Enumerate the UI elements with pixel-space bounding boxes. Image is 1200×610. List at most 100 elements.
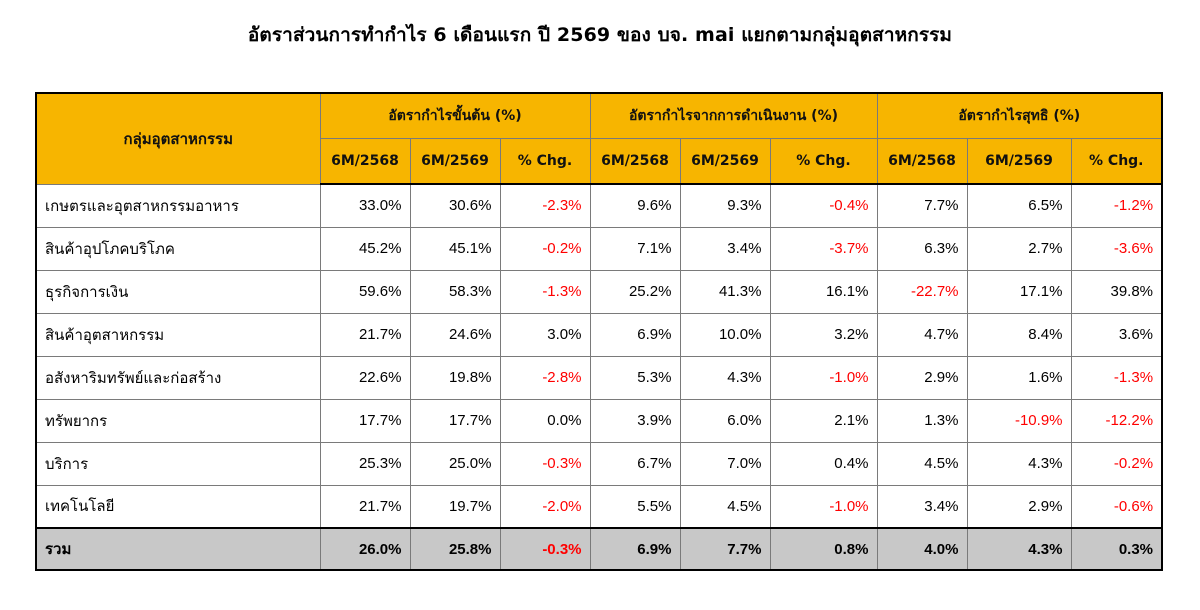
total-label: รวม — [35, 527, 321, 571]
subheader-change: % Chg. — [1070, 137, 1163, 185]
page-title: อัตราส่วนการทำกำไร 6 เดือนแรก ปี 2569 ขอ… — [247, 24, 953, 46]
value-cell: 19.8% — [409, 355, 501, 400]
value-cell: 4.0% — [876, 527, 968, 571]
change-cell: -1.0% — [769, 355, 878, 400]
value-cell: -22.7% — [876, 269, 968, 314]
value-cell: 30.6% — [409, 183, 501, 228]
sub-header-row: 6M/2568 6M/2569 % Chg. 6M/2568 6M/2569 %… — [36, 137, 1163, 185]
change-cell: 39.8% — [1070, 269, 1163, 314]
change-cell: -0.2% — [499, 226, 591, 271]
value-cell: 1.6% — [966, 355, 1072, 400]
value-cell: 7.0% — [679, 441, 771, 486]
value-cell: 6.9% — [589, 527, 681, 571]
change-cell: -0.2% — [1070, 441, 1163, 486]
value-cell: 21.7% — [319, 484, 411, 529]
value-cell: 7.7% — [876, 183, 968, 228]
change-cell: 2.1% — [769, 398, 878, 443]
operating-margin-group-header: อัตรากำไรจากการดำเนินงาน (%) — [589, 92, 878, 139]
category-cell: เกษตรและอุตสาหกรรมอาหาร — [35, 183, 321, 228]
subheader-change: % Chg. — [499, 137, 591, 185]
value-cell: 24.6% — [409, 312, 501, 357]
subheader-2569: 6M/2569 — [409, 137, 501, 185]
value-cell: 2.7% — [966, 226, 1072, 271]
value-cell: 4.5% — [876, 441, 968, 486]
change-cell: -0.4% — [769, 183, 878, 228]
change-cell: 3.0% — [499, 312, 591, 357]
value-cell: 45.1% — [409, 226, 501, 271]
gross-margin-group-header: อัตรากำไรขั้นต้น (%) — [319, 92, 591, 139]
value-cell: 6.7% — [589, 441, 681, 486]
table-row: ทรัพยากร 17.7% 17.7% 0.0% 3.9% 6.0% 2.1% 1.3% -1… — [35, 398, 1163, 443]
value-cell: 41.3% — [679, 269, 771, 314]
value-cell: 3.4% — [876, 484, 968, 529]
subheader-2568: 6M/2568 — [876, 137, 968, 185]
value-cell: 5.5% — [589, 484, 681, 529]
value-cell: 22.6% — [319, 355, 411, 400]
table-row: อสังหาริมทรัพย์และก่อสร้าง 22.6% 19.8% -2.8… — [35, 355, 1163, 400]
table-row: เกษตรและอุตสาหกรรมอาหาร 33.0% 30.6% -2.3% 9.… — [35, 183, 1163, 228]
change-cell: -1.2% — [1070, 183, 1163, 228]
table-body: เกษตรและอุตสาหกรรมอาหาร 33.0% 30.6% -2.3% 9.… — [35, 183, 1163, 571]
subheader-2569: 6M/2569 — [679, 137, 771, 185]
change-cell: 16.1% — [769, 269, 878, 314]
value-cell: 33.0% — [319, 183, 411, 228]
value-cell: 4.3% — [679, 355, 771, 400]
category-cell: บริการ — [35, 441, 321, 486]
value-cell: 6.3% — [876, 226, 968, 271]
group-header-row: กลุ่มอุตสาหกรรม อัตรากำไรขั้นต้น (%) อัต… — [35, 92, 1163, 185]
category-cell: สินค้าอุปโภคบริโภค — [35, 226, 321, 271]
value-cell: 17.7% — [409, 398, 501, 443]
value-cell: 1.3% — [876, 398, 968, 443]
value-cell: 26.0% — [319, 527, 411, 571]
value-cell: 9.6% — [589, 183, 681, 228]
category-cell: ทรัพยากร — [35, 398, 321, 443]
value-cell: 4.3% — [966, 527, 1072, 571]
subheader-2568: 6M/2568 — [589, 137, 681, 185]
subheader-2568: 6M/2568 — [319, 137, 411, 185]
change-cell: -3.7% — [769, 226, 878, 271]
change-cell: 3.6% — [1070, 312, 1163, 357]
change-cell: 0.0% — [499, 398, 591, 443]
change-cell: 0.8% — [769, 527, 878, 571]
value-cell: 21.7% — [319, 312, 411, 357]
value-cell: 7.7% — [679, 527, 771, 571]
value-cell: 5.3% — [589, 355, 681, 400]
table-row: เทคโนโลยี 21.7% 19.7% -2.0% 5.5% 4.5% -1.0% 3.4… — [35, 484, 1163, 529]
value-cell: 58.3% — [409, 269, 501, 314]
value-cell: 9.3% — [679, 183, 771, 228]
value-cell: 59.6% — [319, 269, 411, 314]
subheader-change: % Chg. — [769, 137, 878, 185]
value-cell: 25.8% — [409, 527, 501, 571]
change-cell: 3.2% — [769, 312, 878, 357]
value-cell: 4.3% — [966, 441, 1072, 486]
value-cell: 3.4% — [679, 226, 771, 271]
value-cell: 4.7% — [876, 312, 968, 357]
value-cell: 25.3% — [319, 441, 411, 486]
change-cell: 0.4% — [769, 441, 878, 486]
change-cell: -12.2% — [1070, 398, 1163, 443]
change-cell: -0.3% — [499, 441, 591, 486]
value-cell: 4.5% — [679, 484, 771, 529]
change-cell: -1.3% — [499, 269, 591, 314]
change-cell: -2.3% — [499, 183, 591, 228]
category-cell: อสังหาริมทรัพย์และก่อสร้าง — [35, 355, 321, 400]
value-cell: 6.5% — [966, 183, 1072, 228]
table-row: ธุรกิจการเงิน 59.6% 58.3% -1.3% 25.2% 41.3% 16… — [35, 269, 1163, 314]
value-cell: -10.9% — [966, 398, 1072, 443]
value-cell: 25.2% — [589, 269, 681, 314]
table-row: บริการ 25.3% 25.0% -0.3% 6.7% 7.0% 0.4% 4.5% 4.3… — [35, 441, 1163, 486]
value-cell: 17.7% — [319, 398, 411, 443]
profitability-table: กลุ่มอุตสาหกรรม อัตรากำไรขั้นต้น (%) อัต… — [35, 92, 1164, 571]
value-cell: 6.9% — [589, 312, 681, 357]
change-cell: -0.3% — [499, 527, 591, 571]
change-cell: 0.3% — [1070, 527, 1163, 571]
value-cell: 3.9% — [589, 398, 681, 443]
value-cell: 17.1% — [966, 269, 1072, 314]
category-column-header: กลุ่มอุตสาหกรรม — [35, 92, 321, 185]
category-cell: สินค้าอุตสาหกรรม — [35, 312, 321, 357]
value-cell: 6.0% — [679, 398, 771, 443]
total-row: รวม 26.0% 25.8% -0.3% 6.9% 7.7% 0.8% 4.0% 4.3% 0.… — [35, 527, 1163, 571]
value-cell: 8.4% — [966, 312, 1072, 357]
subheader-2569: 6M/2569 — [966, 137, 1072, 185]
value-cell: 2.9% — [876, 355, 968, 400]
